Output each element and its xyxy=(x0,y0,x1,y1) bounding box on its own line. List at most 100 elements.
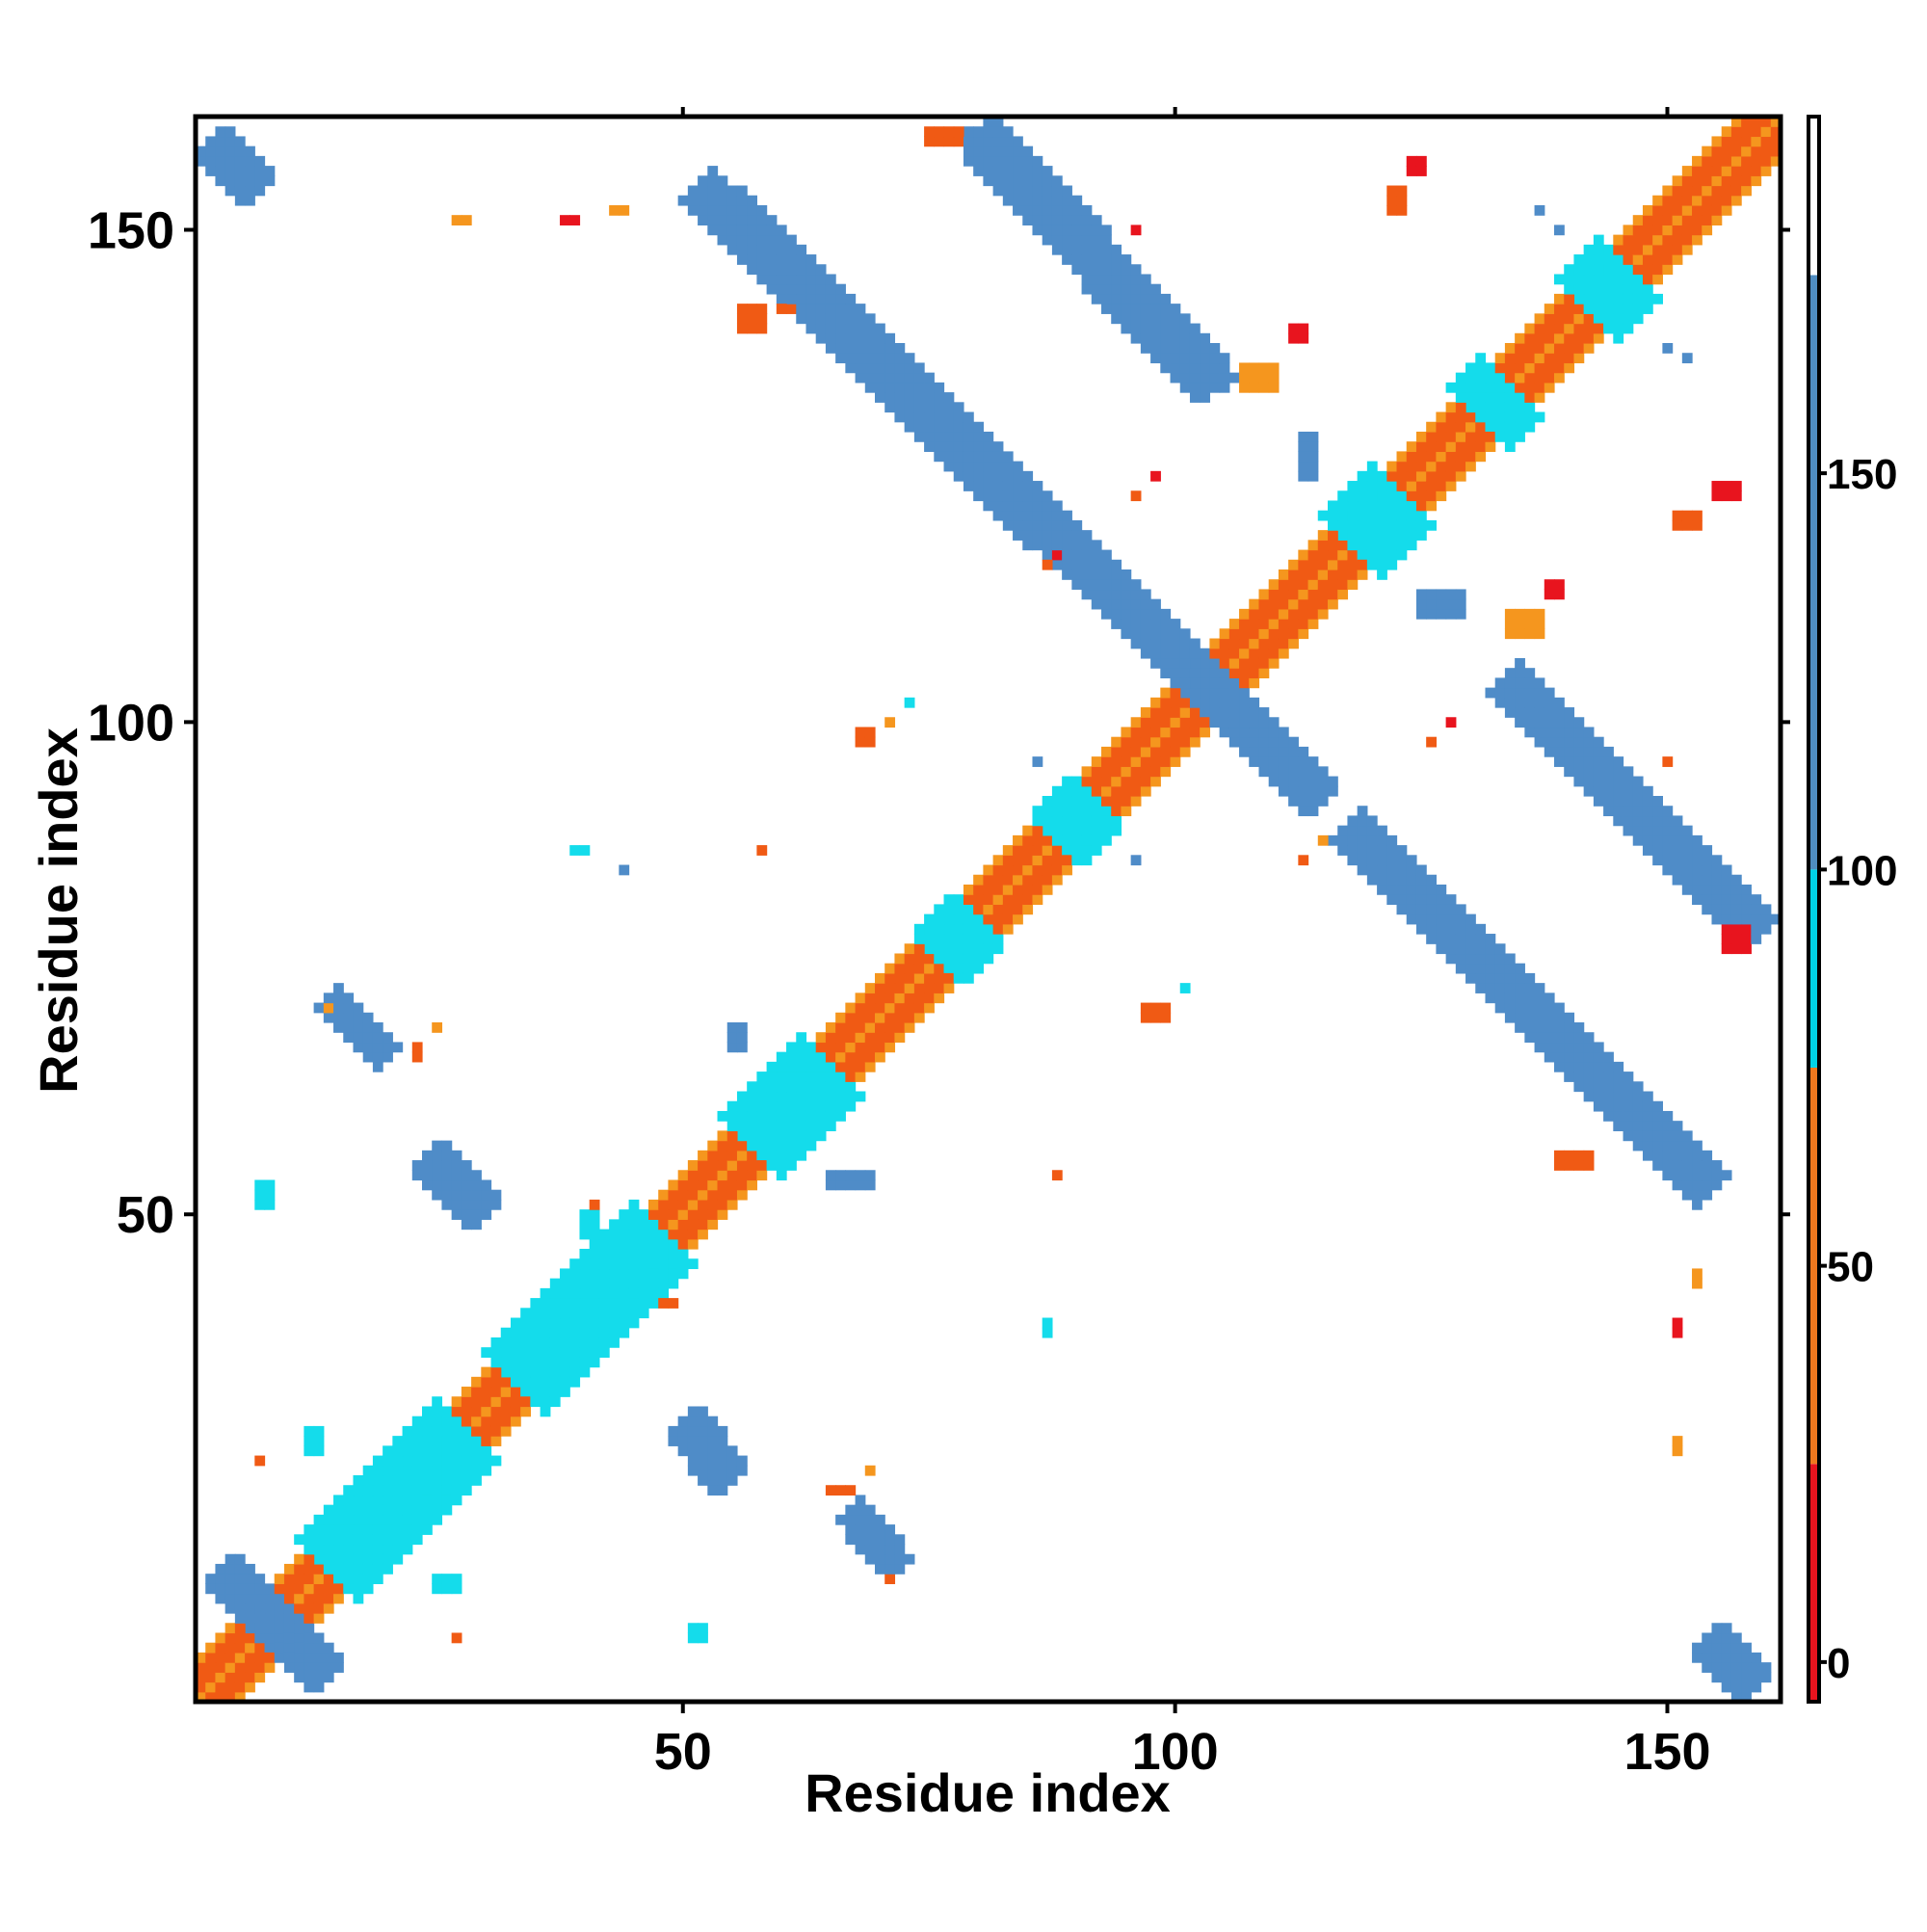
heatmap-cell xyxy=(323,1553,334,1565)
heatmap-cell xyxy=(1662,1121,1674,1131)
heatmap-cell xyxy=(1741,943,1752,955)
heatmap-cell xyxy=(638,1258,649,1270)
heatmap-cell xyxy=(973,904,984,915)
heatmap-cell xyxy=(1051,1170,1063,1181)
heatmap-cell xyxy=(1515,402,1525,413)
heatmap-cell xyxy=(304,1544,315,1555)
heatmap-cell xyxy=(569,845,581,856)
heatmap-cell xyxy=(1091,785,1102,797)
heatmap-cell xyxy=(756,1130,768,1142)
heatmap-cell xyxy=(796,274,807,285)
heatmap-cell xyxy=(1760,904,1772,915)
heatmap-cell xyxy=(224,155,236,167)
heatmap-cell xyxy=(1377,510,1387,521)
heatmap-cell xyxy=(1130,756,1142,767)
heatmap-cell xyxy=(1357,470,1368,482)
heatmap-cell xyxy=(648,1298,659,1309)
heatmap-cell xyxy=(441,1189,453,1201)
heatmap-cell xyxy=(726,1150,738,1161)
heatmap-cell xyxy=(1642,825,1653,836)
heatmap-cell xyxy=(1702,894,1713,905)
heatmap-cell xyxy=(245,1613,255,1624)
heatmap-cell xyxy=(1219,677,1230,689)
heatmap-cell xyxy=(1396,904,1408,915)
heatmap-cell xyxy=(461,1179,472,1191)
heatmap-cell xyxy=(924,372,935,384)
heatmap-cell xyxy=(579,1317,591,1329)
heatmap-cell xyxy=(1642,796,1653,807)
heatmap-cell xyxy=(1189,638,1201,649)
heatmap-cell xyxy=(973,884,984,895)
heatmap-cell xyxy=(304,1583,315,1595)
heatmap-cell xyxy=(313,1563,325,1575)
heatmap-cell xyxy=(1721,1662,1732,1673)
heatmap-cell xyxy=(383,1553,393,1565)
heatmap-cell xyxy=(796,293,807,304)
heatmap-cell xyxy=(717,1160,728,1171)
heatmap-cell xyxy=(904,353,915,364)
heatmap-cell xyxy=(234,1593,246,1604)
heatmap-cell xyxy=(1013,855,1023,866)
heatmap-cell xyxy=(1111,264,1122,276)
heatmap-cell xyxy=(323,1504,334,1516)
heatmap-cell xyxy=(1475,421,1487,433)
heatmap-cell xyxy=(1632,1121,1644,1131)
heatmap-cell xyxy=(855,353,866,364)
heatmap-cell xyxy=(1573,332,1585,344)
heatmap-cell xyxy=(1632,1130,1644,1142)
heatmap-cell xyxy=(1013,136,1023,147)
heatmap-cell xyxy=(1415,500,1427,512)
heatmap-cell xyxy=(1702,204,1713,216)
heatmap-cell xyxy=(1179,697,1191,708)
heatmap-cell xyxy=(1328,569,1338,580)
heatmap-cell xyxy=(1515,392,1525,403)
heatmap-cell xyxy=(1593,274,1604,285)
heatmap-cell xyxy=(1071,569,1083,580)
heatmap-cell xyxy=(1062,519,1072,531)
heatmap-cell xyxy=(687,1219,699,1231)
heatmap-cell xyxy=(1150,343,1161,354)
heatmap-cell xyxy=(1504,431,1516,442)
heatmap-cell xyxy=(894,1544,906,1555)
heatmap-cell xyxy=(1121,313,1132,325)
heatmap-cell xyxy=(1002,519,1014,531)
heatmap-cell xyxy=(992,510,1004,521)
heatmap-cell xyxy=(1042,884,1053,895)
heatmap-cell xyxy=(1573,1042,1585,1053)
heatmap-cell xyxy=(1406,894,1417,905)
heatmap-cell xyxy=(658,1219,670,1231)
heatmap-cell xyxy=(441,1495,453,1506)
heatmap-cell xyxy=(855,1022,866,1033)
heatmap-cell xyxy=(1544,579,1555,591)
heatmap-cell xyxy=(1534,707,1545,718)
heatmap-cell xyxy=(441,1485,453,1496)
heatmap-cell xyxy=(224,1632,236,1644)
heatmap-cell xyxy=(1377,874,1387,886)
heatmap-cell xyxy=(1081,215,1093,225)
heatmap-cell xyxy=(1603,264,1614,276)
heatmap-cell xyxy=(884,1544,896,1555)
heatmap-cell xyxy=(1415,166,1427,176)
heatmap-cell xyxy=(1032,519,1043,531)
heatmap-cell xyxy=(1642,204,1653,216)
heatmap-cell xyxy=(598,1278,610,1289)
heatmap-cell xyxy=(451,1574,462,1584)
heatmap-cell xyxy=(1347,825,1359,836)
heatmap-cell xyxy=(1455,441,1466,452)
heatmap-cell xyxy=(481,1406,492,1417)
heatmap-cell xyxy=(1426,441,1437,452)
heatmap-cell xyxy=(983,874,994,886)
heatmap-cell xyxy=(1711,146,1723,157)
heatmap-cell xyxy=(1485,392,1496,403)
heatmap-cell xyxy=(362,1524,374,1535)
heatmap-cell xyxy=(1415,913,1427,925)
heatmap-cell xyxy=(1730,874,1742,886)
heatmap-cell xyxy=(707,215,719,225)
heatmap-cell xyxy=(1219,362,1230,374)
heatmap-cell xyxy=(717,175,728,187)
heatmap-cell xyxy=(875,362,885,374)
heatmap-cell xyxy=(1258,766,1270,778)
heatmap-cell xyxy=(983,894,994,905)
heatmap-cell xyxy=(619,864,630,876)
heatmap-cell xyxy=(1485,411,1496,423)
